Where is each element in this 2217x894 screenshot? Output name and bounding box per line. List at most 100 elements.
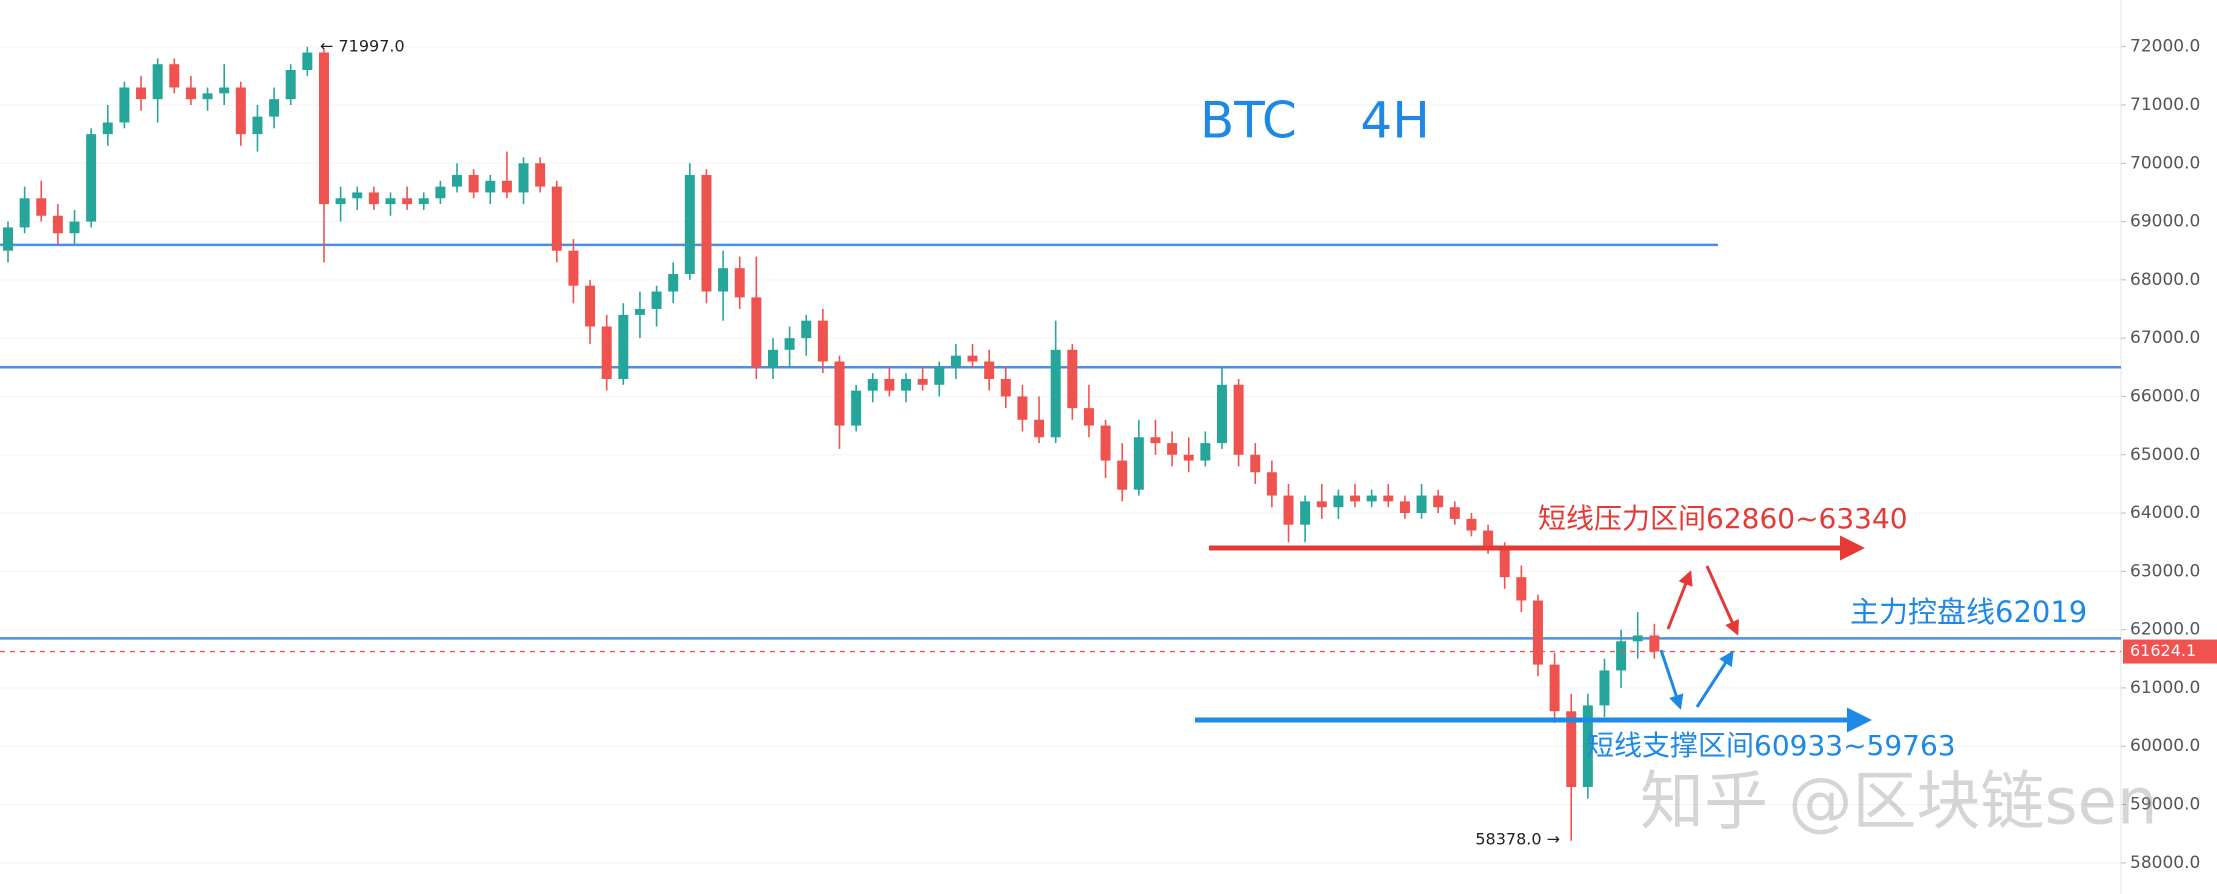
candle-body: [585, 285, 596, 327]
candle-body: [917, 378, 928, 385]
candle-body: [1017, 396, 1028, 420]
candle-body: [651, 291, 662, 310]
candle-body: [235, 87, 246, 135]
candle-body: [767, 349, 778, 368]
candle-body: [1133, 437, 1144, 490]
candle-body: [1034, 419, 1045, 438]
candle-body: [701, 174, 712, 292]
candle-body: [551, 186, 562, 251]
y-tick-label: 63000.0: [2130, 561, 2200, 581]
arrow: [1666, 570, 1693, 630]
candle-body: [1366, 495, 1377, 502]
candle-body: [1582, 705, 1593, 788]
y-tick-label: 62000.0: [2130, 620, 2200, 640]
candle-body: [1167, 443, 1178, 455]
candle-body: [1233, 384, 1244, 455]
candle-body: [1333, 495, 1344, 508]
last-price-box: [2123, 639, 2217, 664]
direction-arrows: [1659, 565, 1739, 710]
candle-body: [302, 52, 313, 71]
candle-body: [468, 174, 479, 193]
candle-body: [485, 180, 496, 193]
candle-body: [1466, 518, 1477, 531]
candle-body: [884, 378, 895, 391]
arrow: [1659, 649, 1684, 710]
candle-body: [252, 116, 263, 135]
candle-body: [269, 99, 280, 117]
y-tick-label: 71000.0: [2130, 95, 2200, 115]
candle-body: [1416, 495, 1427, 514]
candle-body: [152, 64, 163, 100]
low-label: 58378.0 →: [1475, 830, 1560, 849]
candle-body: [368, 192, 379, 205]
candle-body: [452, 174, 463, 187]
y-tick-label: 64000.0: [2130, 503, 2200, 523]
candle-body: [1266, 472, 1277, 496]
candle-body: [52, 215, 63, 234]
candle-body: [1532, 600, 1543, 665]
candle-body: [1499, 548, 1510, 578]
candle-body: [1383, 495, 1394, 502]
candle-body: [1067, 349, 1078, 409]
high-label: ← 71997.0: [320, 37, 405, 56]
candle-body: [817, 320, 828, 362]
candle-body: [102, 122, 113, 135]
arrow: [1695, 650, 1734, 708]
candle-body: [1483, 530, 1494, 549]
candle-body: [19, 198, 30, 228]
candle-body: [684, 174, 695, 275]
candle-body: [1200, 443, 1211, 461]
candle-body: [285, 70, 296, 100]
candle-body: [751, 297, 762, 368]
y-tick-label: 68000.0: [2130, 270, 2200, 290]
y-tick-label: 58000.0: [2130, 853, 2200, 873]
candle-body: [418, 198, 429, 205]
y-tick-label: 61000.0: [2130, 678, 2200, 698]
candle-body: [950, 355, 961, 368]
candle-body: [435, 186, 446, 199]
y-tick-label: 60000.0: [2130, 736, 2200, 756]
candle-body: [385, 198, 396, 205]
candle-body: [3, 227, 13, 251]
candle-body: [1516, 577, 1527, 601]
candle-body: [784, 338, 795, 350]
candle-body: [1599, 670, 1610, 706]
candle-body: [1250, 454, 1261, 473]
candle-body: [1050, 349, 1061, 438]
candle-body: [967, 355, 978, 362]
y-tick-label: 72000.0: [2130, 37, 2200, 57]
y-tick-label: 66000.0: [2130, 386, 2200, 406]
candle-body: [169, 64, 180, 88]
candle-body: [119, 87, 130, 123]
candle-body: [318, 52, 329, 205]
candle-body: [1449, 507, 1460, 519]
candle-body: [934, 367, 945, 385]
candle-body: [734, 268, 745, 298]
candle-body: [801, 320, 812, 339]
candle-body: [185, 87, 196, 100]
y-tick-label: 59000.0: [2130, 795, 2200, 815]
y-tick-label: 70000.0: [2130, 153, 2200, 173]
candle-body: [1100, 425, 1111, 461]
candle-body: [202, 93, 213, 100]
candle-body: [136, 87, 147, 100]
candle-body: [1649, 635, 1660, 652]
candle-body: [69, 221, 80, 234]
candle-body: [1117, 460, 1128, 490]
candle-body: [1433, 495, 1444, 508]
candle-body: [335, 198, 346, 205]
y-tick-label: 67000.0: [2130, 328, 2200, 348]
level-label: 主力控盘线62019: [1850, 595, 2087, 629]
y-tick-label: 69000.0: [2130, 212, 2200, 232]
arrow: [1705, 565, 1739, 636]
candle-body: [901, 378, 912, 391]
candle-body: [867, 378, 878, 391]
candle-body: [1549, 664, 1560, 712]
candle-body: [984, 361, 995, 379]
candle-body: [1316, 501, 1327, 508]
candle-body: [568, 250, 579, 286]
candle-body: [1216, 384, 1227, 444]
candle-body: [634, 309, 645, 315]
candle-body: [1399, 501, 1410, 514]
